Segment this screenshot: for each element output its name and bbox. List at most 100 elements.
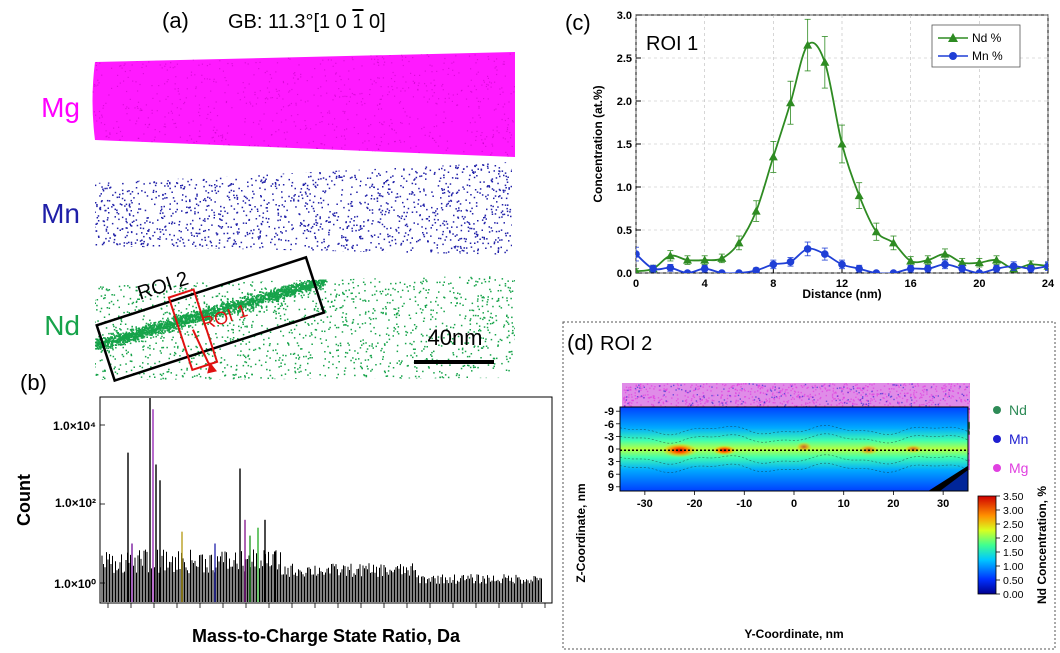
data-point bbox=[923, 255, 933, 264]
d-legend-mg-label: Mg bbox=[1009, 460, 1028, 476]
mass-spectrum-frame bbox=[99, 396, 553, 604]
data-point bbox=[734, 238, 744, 247]
colorbar-tick-label: 0.50 bbox=[1003, 575, 1024, 587]
legend-mn-label: Mn % bbox=[972, 49, 1003, 63]
panel-a-title: GB: 11.3°[1 0 1 0] bbox=[228, 11, 386, 33]
c-ytick-label: 0.5 bbox=[617, 225, 632, 237]
data-point bbox=[717, 253, 727, 262]
c-ylabel: Concentration (at.%) bbox=[591, 85, 605, 202]
c-ytick-label: 1.5 bbox=[617, 139, 632, 151]
panel-b: (b) 1.0×10⁴ 1.0×10² 1.0×10⁰ Count Mass-t… bbox=[14, 370, 553, 646]
heatmap-ytick-label: -9 bbox=[604, 406, 614, 418]
c-ytick-label: 2.5 bbox=[617, 53, 632, 65]
colorbar-tick-label: 0.00 bbox=[1003, 589, 1024, 601]
data-point bbox=[666, 264, 675, 272]
data-point bbox=[769, 260, 778, 269]
c-xtick-label: 0 bbox=[633, 278, 639, 290]
d-legend-mn-marker bbox=[993, 435, 1001, 443]
data-point bbox=[924, 264, 932, 273]
c-ytick-label: 1.0 bbox=[617, 182, 632, 194]
heatmap-xtick-label: -10 bbox=[736, 498, 752, 510]
data-point bbox=[700, 264, 709, 273]
d-legend-nd-marker bbox=[993, 406, 1001, 414]
heatmap-ylabel: Z-Coordinate, nm bbox=[574, 483, 588, 582]
b-ytick-1e4: 1.0×10⁴ bbox=[53, 419, 96, 433]
data-point bbox=[636, 266, 640, 273]
data-point bbox=[649, 264, 657, 273]
c-xtick-label: 16 bbox=[905, 278, 917, 290]
mn-atom-map bbox=[95, 162, 512, 255]
roi-2-box bbox=[95, 255, 326, 383]
data-point bbox=[974, 258, 984, 267]
data-point bbox=[975, 269, 984, 273]
legend-nd-label: Nd % bbox=[972, 31, 1002, 45]
panel-d: (d) ROI 2 Nd Mn Mg -30 -20 -10 0 10 20 30-9-6-… bbox=[562, 321, 1056, 650]
heatmap-ytick-label: 9 bbox=[608, 482, 614, 494]
data-point bbox=[768, 152, 778, 161]
roi-2-label: ROI 2 bbox=[135, 268, 191, 305]
b-ytick-1e2: 1.0×10² bbox=[55, 496, 96, 510]
data-point bbox=[992, 264, 1001, 273]
b-ylabel: Count bbox=[14, 474, 34, 526]
data-point bbox=[872, 269, 881, 273]
data-point bbox=[1009, 262, 1018, 270]
panel-c: (c) 0 4 8 12 16 20 24 0.0 0.5 1.0 1.5 2.0 2.5 3.0 ROI… bbox=[565, 10, 1055, 301]
data-point bbox=[683, 269, 692, 273]
heatmap-ytick-label: 3 bbox=[608, 457, 614, 469]
c-xtick-label: 8 bbox=[770, 278, 776, 290]
data-point bbox=[803, 40, 813, 49]
panel-c-label: (c) bbox=[565, 10, 591, 35]
data-point bbox=[941, 260, 949, 269]
data-point bbox=[786, 258, 795, 266]
data-point bbox=[665, 251, 675, 260]
data-point bbox=[906, 264, 915, 273]
row-label-nd: Nd bbox=[44, 310, 80, 341]
panel-a-label: (a) bbox=[162, 8, 189, 33]
data-point bbox=[838, 260, 846, 269]
heatmap-xtick-label: 10 bbox=[838, 498, 850, 510]
nd-atom-map bbox=[95, 275, 515, 380]
mg-atom-map bbox=[92, 52, 515, 157]
panel-a: (a) GB: 11.3°[1 0 1 0] Mg Mn Nd ROI 2 RO… bbox=[41, 8, 515, 383]
heatmap-ytick-label: -6 bbox=[604, 419, 614, 431]
heatmap-xlabel: Y-Coordinate, nm bbox=[744, 627, 843, 641]
c-axes: 0 4 8 12 16 20 24 0.0 0.5 1.0 1.5 2.0 2.5 3.0 bbox=[617, 10, 1055, 290]
data-point bbox=[889, 269, 898, 273]
d-legend-mn-label: Mn bbox=[1009, 431, 1028, 447]
heatmap-xtick-label: 0 bbox=[791, 498, 797, 510]
colorbar-tick-label: 1.00 bbox=[1003, 561, 1024, 573]
c-ytick-label: 3.0 bbox=[617, 10, 632, 22]
data-point bbox=[786, 98, 795, 107]
d-legend: Nd Mn Mg bbox=[993, 402, 1028, 476]
c-xtick-label: 24 bbox=[1042, 278, 1055, 290]
data-point bbox=[735, 269, 743, 273]
c-legend: Nd % Mn % bbox=[931, 24, 1021, 68]
data-point bbox=[718, 269, 726, 273]
colorbar-tick-label: 1.50 bbox=[1003, 547, 1024, 559]
mass-spectrum-peaks bbox=[101, 398, 542, 602]
data-point bbox=[1027, 264, 1035, 273]
scale-bar-label: 40nm bbox=[427, 325, 482, 350]
data-point bbox=[854, 191, 864, 200]
c-xlabel: Distance (nm) bbox=[802, 287, 881, 301]
heatmap-xtick-label: -20 bbox=[687, 498, 703, 510]
b-ytick-1e0: 1.0×10⁰ bbox=[54, 577, 96, 591]
heatmap-ytick-label: 6 bbox=[608, 469, 614, 481]
data-point bbox=[751, 206, 761, 215]
data-point bbox=[752, 266, 760, 273]
heatmap-detail bbox=[620, 425, 968, 491]
c-xtick-label: 4 bbox=[702, 278, 709, 290]
data-point bbox=[889, 238, 898, 247]
roi-1-box bbox=[167, 288, 219, 374]
data-point bbox=[957, 258, 967, 267]
colorbar-tick-label: 2.00 bbox=[1003, 533, 1024, 545]
panel-d-label: (d) bbox=[567, 330, 594, 355]
colorbar bbox=[977, 495, 997, 595]
data-point bbox=[855, 264, 863, 273]
data-point bbox=[636, 250, 640, 258]
colorbar-label: Nd Concentration, % bbox=[1035, 486, 1049, 604]
c-series bbox=[636, 18, 1048, 273]
row-label-mg: Mg bbox=[41, 92, 80, 123]
panel-d-roi-label: ROI 2 bbox=[600, 333, 652, 355]
